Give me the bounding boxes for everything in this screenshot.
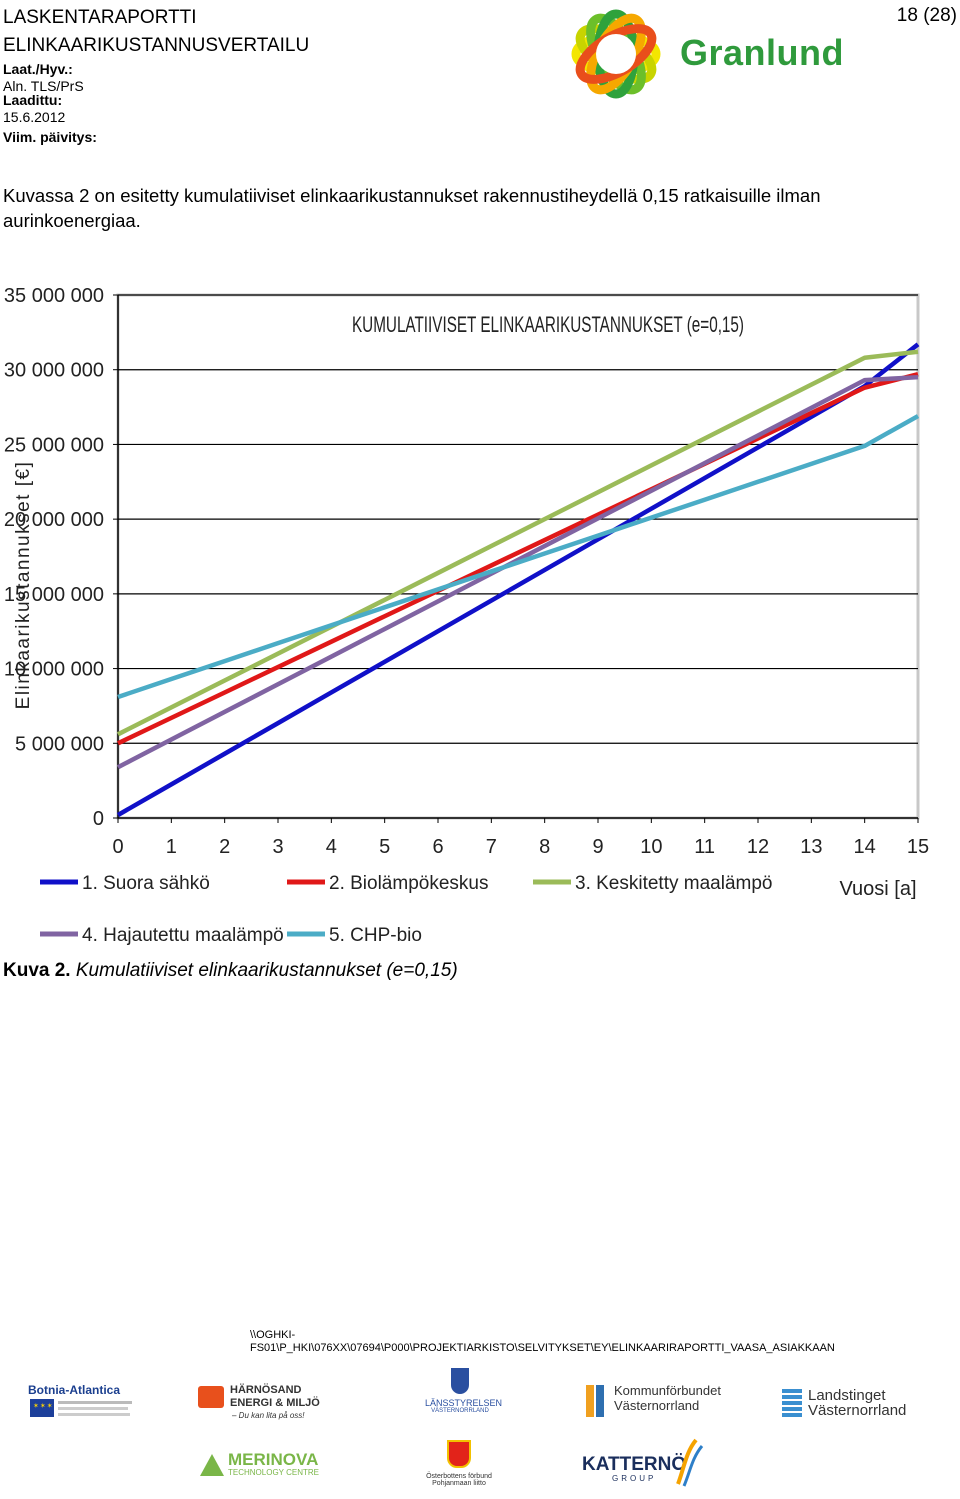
landsting-line1: Landstinget [808, 1387, 886, 1404]
lansstyrelsen-logo: LÄNSSTYRELSEN VÄSTERNORRLAND [425, 1368, 503, 1418]
kommun-line1: Kommunförbundet [614, 1383, 721, 1398]
lansstyrelsen-line1: LÄNSSTYRELSEN [425, 1398, 503, 1408]
drafted-label: Laadittu: [3, 92, 63, 108]
katterno-swoosh-icon [676, 1438, 704, 1487]
legend-label-5: 5. CHP-bio [329, 925, 422, 946]
series-line-2 [117, 372, 919, 746]
osterbotten-shield-icon [447, 1440, 471, 1468]
y-tick-label: 30 000 000 [4, 360, 104, 382]
report-title: LASKENTARAPORTTI [3, 7, 197, 28]
y-tick-label: 35 000 000 [4, 285, 104, 307]
x-tick-label: 3 [272, 836, 283, 858]
botnia-atlantica-logo: Botnia-Atlantica ✶✶✶ [28, 1383, 138, 1428]
authors: Aln. TLS/PrS [3, 78, 84, 94]
botnia-wordmark: Botnia-Atlantica [28, 1383, 121, 1397]
x-tick-label: 12 [747, 836, 769, 858]
katterno-line1: KATTERNÖ [582, 1454, 687, 1475]
lansstyrelsen-line2: VÄSTERNORRLAND [431, 1408, 489, 1414]
caption-text: Kumulatiiviset elinkaarikustannukset (e=… [75, 960, 458, 981]
harnosand-slogan: – Du kan lita på oss! [232, 1411, 305, 1420]
granlund-logo: Granlund [564, 2, 844, 106]
x-tick-label: 5 [379, 836, 390, 858]
page-number: 18 (28) [896, 5, 957, 26]
x-tick-label: 6 [432, 836, 443, 858]
legend-label-1: 1. Suora sähkö [82, 873, 210, 894]
approved-label: Laat./Hyv.: [3, 61, 73, 77]
series-line-1 [116, 342, 920, 817]
plot-frame [116, 293, 920, 820]
legend-label-3: 3. Keskitetty maalämpö [575, 873, 772, 894]
osterbotten-line1: Österbottens förbund [426, 1473, 492, 1480]
granlund-wordmark: Granlund [680, 32, 844, 73]
merinova-line1: MERINOVA [228, 1450, 319, 1469]
chart-title: KUMULATIIVISET ELINKAARIKUSTANNUKSET (e=… [352, 312, 744, 337]
body-paragraph: Kuvassa 2 on esitetty kumulatiiviset eli… [3, 185, 821, 231]
landstinget-logo: Landstinget Västernorrland [782, 1387, 932, 1421]
merinova-logo: MERINOVA TECHNOLOGY CENTRE [200, 1450, 320, 1480]
series-line-4 [116, 374, 919, 770]
x-tick-label: 15 [907, 836, 929, 858]
x-tick-label: 7 [486, 836, 497, 858]
coat-of-arms-icon [451, 1368, 469, 1394]
osterbotten-line2: Pohjanmaan liitto [432, 1480, 486, 1487]
x-tick-label: 14 [854, 836, 876, 858]
merinova-line2: TECHNOLOGY CENTRE [228, 1468, 319, 1477]
figure-caption: Kuva 2. Kumulatiiviset elinkaarikustannu… [3, 960, 458, 982]
y-axis-label: Elinkaarikustannukset [€] [13, 461, 34, 710]
x-tick-label: 13 [800, 836, 822, 858]
x-tick-label: 0 [112, 836, 123, 858]
report-date: 15.6.2012 [3, 109, 66, 125]
osterbottens-forbund-logo: Österbottens förbund Pohjanmaan liitto [424, 1440, 494, 1492]
file-path-line1: \\OGHKI- [250, 1329, 296, 1341]
x-tick-label: 8 [539, 836, 550, 858]
chart-series [116, 342, 920, 817]
x-axis-label: Vuosi [a] [839, 878, 916, 900]
report-subtitle: ELINKAARIKUSTANNUSVERTAILU [3, 35, 310, 56]
harnosand-flame-icon [198, 1386, 224, 1408]
merinova-leaf-icon [200, 1454, 224, 1476]
kommunforbundet-logo: Kommunförbundet Västernorrland [586, 1383, 726, 1419]
harnosand-line1: HÄRNÖSAND [230, 1384, 302, 1396]
kommun-line2: Västernorrland [614, 1398, 700, 1413]
legend-label-4: 4. Hajautettu maalämpö [82, 925, 284, 946]
series-line-5 [117, 414, 920, 700]
updated-label: Viim. päivitys: [3, 129, 97, 145]
x-tick-labels: 0 1 2 3 4 5 6 7 8 9 10 11 12 13 14 15 [112, 836, 929, 858]
y-tick-label: 25 000 000 [4, 434, 104, 456]
x-tick-label: 2 [219, 836, 230, 858]
landstinget-wave-icon [782, 1389, 802, 1417]
granlund-emblem-icon [571, 9, 661, 99]
chart-container: 0 5 000 000 10 000 000 15 000 000 20 000 000… [0, 270, 960, 960]
harnosand-line2: ENERGI & MILJÖ [230, 1397, 320, 1409]
cumulative-cost-chart: 0 5 000 000 10 000 000 15 000 000 20 000 000… [4, 285, 929, 946]
harnosand-energi-logo: HÄRNÖSAND ENERGI & MILJÖ – Du kan lita p… [198, 1384, 338, 1424]
katterno-logo: KATTERNÖ GROUP [582, 1438, 712, 1488]
x-tick-label: 10 [640, 836, 662, 858]
eu-flag-icon: ✶✶✶ [30, 1399, 54, 1417]
chart-legend: 1. Suora sähkö 2. Biolämpökeskus 3. Keskit… [40, 873, 772, 946]
x-tick-label: 1 [166, 836, 177, 858]
legend-label-2: 2. Biolämpökeskus [329, 873, 488, 894]
caption-label: Kuva 2. [3, 960, 71, 981]
y-tick-labels: 0 5 000 000 10 000 000 15 000 000 20 000 000… [4, 285, 104, 830]
chart-grid [113, 293, 920, 823]
y-tick-label: 10 000 000 [4, 659, 104, 681]
series-line-3 [116, 349, 919, 737]
y-tick-label: 20 000 000 [4, 509, 104, 531]
file-path-line2: FS01\P_HKI\076XX\07694\P000\PROJEKTIARKI… [250, 1342, 835, 1354]
x-tick-label: 9 [592, 836, 603, 858]
x-tick-label: 4 [326, 836, 337, 858]
katterno-line2: GROUP [612, 1474, 657, 1483]
y-tick-label: 5 000 000 [15, 733, 104, 755]
file-path: \\OGHKI- FS01\P_HKI\076XX\07694\P000\PRO… [250, 1329, 950, 1355]
y-tick-label: 0 [93, 808, 104, 830]
landsting-line2: Västernorrland [808, 1402, 907, 1419]
x-tick-label: 11 [694, 836, 715, 858]
y-tick-label: 15 000 000 [4, 584, 104, 606]
